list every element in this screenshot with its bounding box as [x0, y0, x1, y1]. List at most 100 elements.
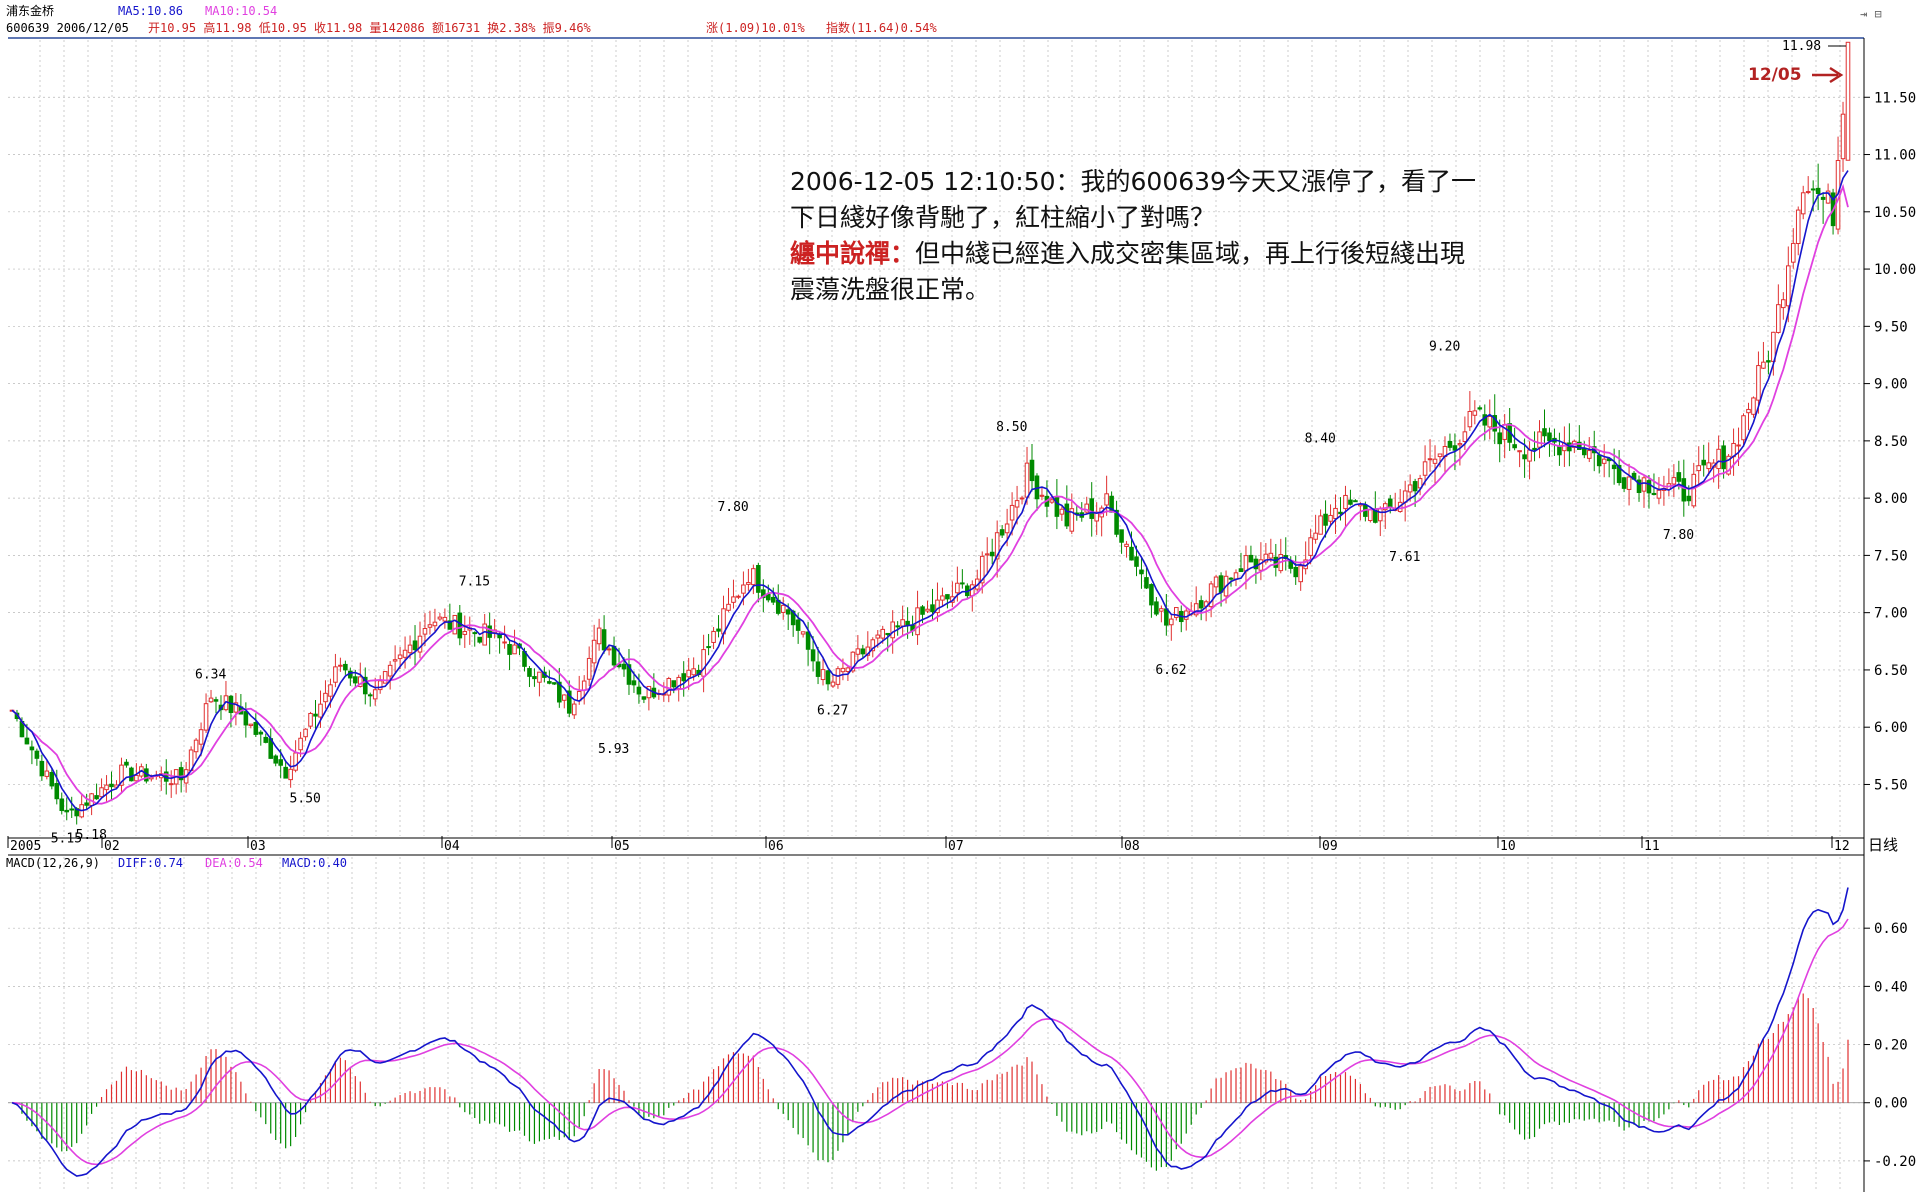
candle-body — [1751, 397, 1756, 415]
candle-body — [591, 639, 597, 664]
candle-body — [1049, 499, 1055, 503]
candle-body — [1467, 410, 1473, 428]
candle-body — [825, 670, 831, 685]
candle-body — [377, 680, 383, 691]
candle-body — [1611, 464, 1617, 470]
candle-body — [1243, 555, 1249, 572]
candle-body — [213, 699, 219, 702]
candle-body — [1263, 553, 1269, 563]
candle-body — [298, 737, 303, 751]
month-label: 09 — [1322, 839, 1338, 854]
y-tick-label: 7.50 — [1874, 548, 1908, 564]
candle-body — [253, 722, 259, 735]
candle-body — [1586, 450, 1592, 459]
candle-body — [671, 680, 677, 688]
y-tick-label: 5.50 — [1874, 777, 1908, 793]
candle-body — [343, 663, 348, 671]
y-tick-label: 10.00 — [1874, 262, 1916, 278]
y-tick-label: 0.60 — [1874, 921, 1908, 937]
annotation-line-1: 2006-12-05 12:10:50：我的600639今天又漲停了，看了一 — [790, 167, 1476, 196]
candle-body — [1164, 608, 1169, 626]
candle-body — [1228, 577, 1234, 580]
candle-body — [1517, 450, 1522, 453]
candle-body — [1169, 618, 1174, 626]
candle-body — [601, 629, 607, 651]
month-label: 08 — [1124, 839, 1140, 854]
candle-body — [1039, 494, 1045, 497]
candle-body — [960, 582, 965, 585]
month-label: 2005 — [10, 839, 41, 854]
candle-body — [397, 654, 403, 660]
candle-body — [1308, 537, 1313, 556]
candle-body — [1736, 444, 1741, 447]
candle-body — [547, 681, 552, 684]
candle-body — [323, 692, 328, 703]
price-point-label: 7.15 — [459, 574, 490, 589]
candle-body — [820, 669, 826, 681]
candle-body — [920, 606, 925, 615]
candle-body — [756, 565, 761, 593]
stock-name: 浦东金桥 — [6, 3, 54, 18]
candle-body — [412, 640, 418, 651]
ma10-label: MA10:10.54 — [205, 4, 277, 18]
y-tick-label: 8.50 — [1874, 434, 1908, 450]
month-label: 05 — [614, 839, 630, 854]
candle-body — [1183, 610, 1189, 620]
candle-body — [1069, 508, 1075, 532]
candle-body — [119, 764, 124, 786]
candle-body — [1691, 473, 1697, 507]
candle-body — [372, 689, 378, 700]
candle-body — [1601, 458, 1607, 464]
candle-body — [1795, 209, 1801, 245]
candle-body — [706, 646, 711, 649]
candle-body — [557, 681, 562, 703]
candle-body — [24, 737, 30, 745]
candle-body — [1815, 187, 1821, 195]
candle-body — [1238, 568, 1244, 573]
price-grid — [8, 40, 1864, 836]
candle-body — [1417, 478, 1423, 489]
candle-body — [1368, 509, 1373, 522]
candle-body — [845, 667, 851, 673]
candle-body — [258, 731, 264, 735]
month-label: 02 — [104, 839, 120, 854]
candle-body — [984, 553, 990, 556]
candle-body — [1378, 508, 1383, 522]
candle-body — [168, 783, 174, 786]
candle-body — [686, 669, 691, 678]
candle-body — [1213, 576, 1219, 588]
candle-body — [761, 589, 766, 599]
candle-body — [99, 787, 104, 798]
candle-body — [1810, 188, 1816, 191]
candle-body — [641, 696, 647, 700]
y-tick-label: 6.00 — [1874, 720, 1908, 736]
candle-body — [770, 596, 776, 603]
candle-body — [432, 621, 438, 627]
candle-body — [69, 808, 74, 811]
candle-body — [566, 690, 572, 714]
candle-body — [1716, 448, 1721, 470]
candle-body — [1009, 504, 1015, 521]
candle-body — [1537, 431, 1542, 448]
candle-body — [780, 604, 786, 613]
ma5-label: MA5:10.86 — [118, 4, 183, 18]
candle-body — [417, 635, 423, 653]
candle-body — [1139, 569, 1144, 575]
month-label: 04 — [444, 839, 460, 854]
candle-body — [313, 713, 318, 717]
y-tick-label: 0.40 — [1874, 979, 1908, 995]
candle-body — [367, 694, 373, 697]
candle-body — [606, 648, 612, 651]
macd-name: MACD(12,26,9) — [6, 856, 100, 870]
corner-icons[interactable]: ⇥ ⊟ — [1860, 7, 1882, 21]
candle-body — [1348, 499, 1353, 505]
candle-body — [387, 664, 393, 677]
candle-body — [1014, 500, 1020, 508]
candle-body — [1059, 508, 1065, 515]
candle-body — [283, 766, 288, 779]
candle-body — [1845, 41, 1851, 161]
candle-body — [751, 568, 756, 586]
candle-body — [94, 795, 99, 800]
candle-body — [795, 619, 801, 631]
